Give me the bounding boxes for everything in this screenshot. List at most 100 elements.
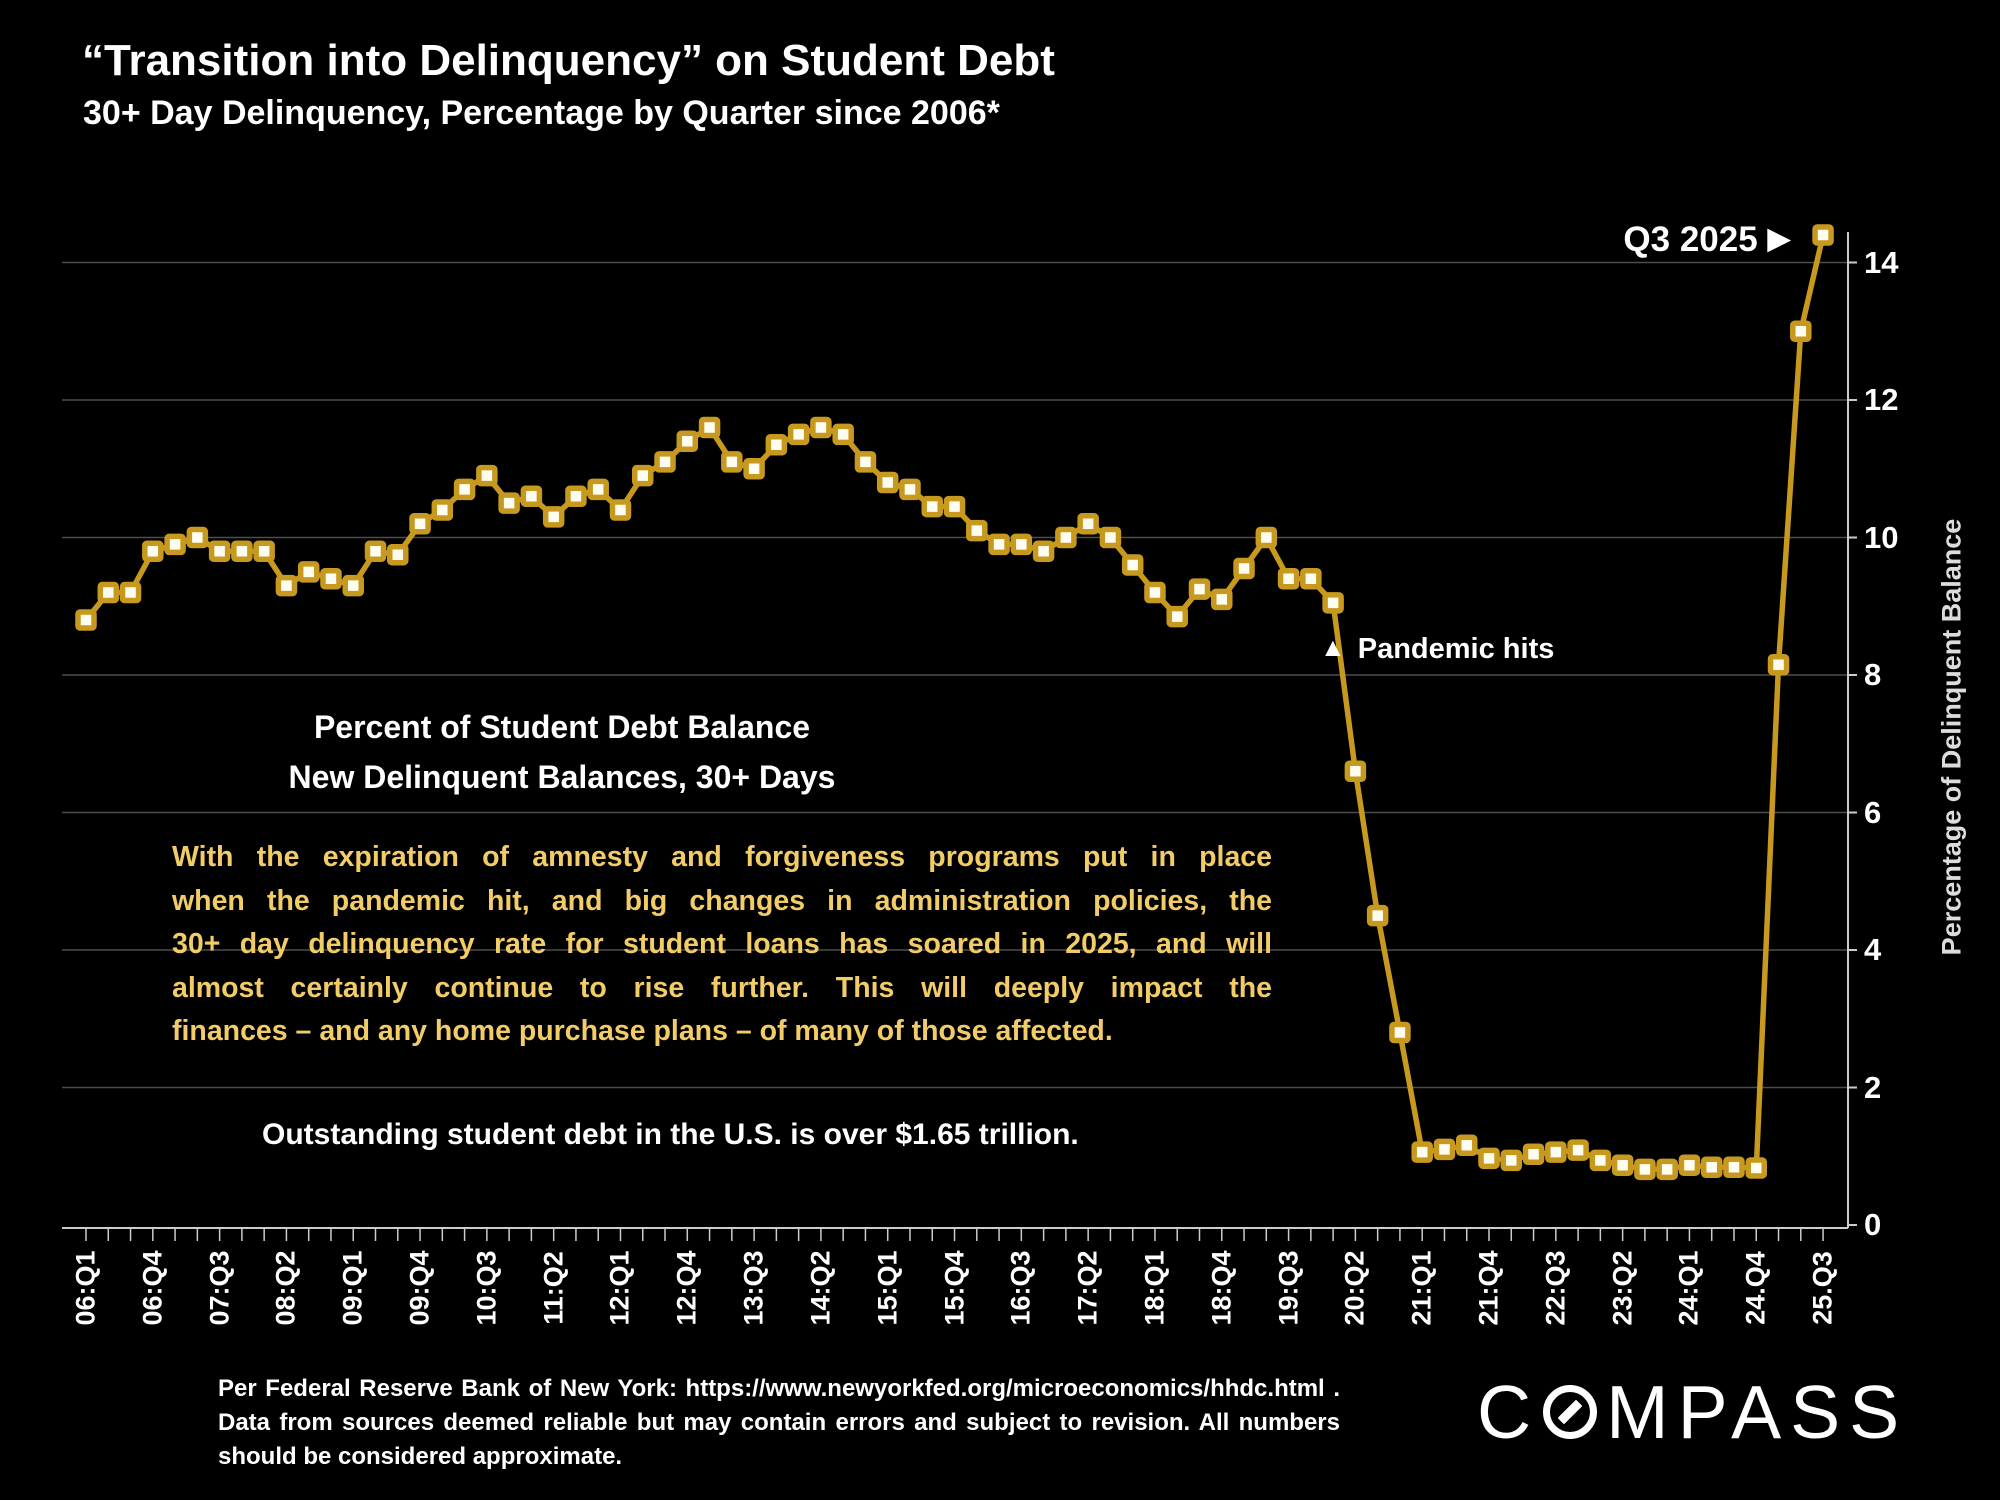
x-tick-label: 24.Q4 — [1740, 1251, 1771, 1325]
data-point-marker — [75, 609, 97, 631]
commentary-line: With the expiration of amnesty and forgi… — [172, 841, 1272, 873]
data-point-marker — [1255, 526, 1278, 549]
data-point-marker — [810, 416, 832, 439]
data-point-marker — [1277, 568, 1300, 590]
data-point-marker — [609, 499, 632, 521]
x-tick-label: 16:Q3 — [1005, 1250, 1036, 1326]
data-point-marker — [208, 540, 231, 562]
data-point-marker — [1455, 1134, 1478, 1156]
data-point-marker — [1700, 1156, 1723, 1178]
x-tick-label: 17:Q2 — [1072, 1250, 1103, 1326]
x-tick-label: 18:Q4 — [1206, 1250, 1237, 1326]
y-tick-label: 6 — [1864, 794, 1882, 830]
data-point-marker — [297, 561, 320, 583]
data-point-marker — [698, 416, 721, 439]
data-point-marker — [1300, 568, 1322, 590]
x-tick-label: 15:Q4 — [939, 1250, 970, 1326]
data-point-marker — [787, 423, 810, 446]
y-tick-label: 8 — [1864, 657, 1882, 692]
x-tick-label: 06:Q4 — [137, 1250, 168, 1326]
debt-total-note: Outstanding student debt in the U.S. is … — [262, 1118, 1079, 1151]
center-callout-line1: Percent of Student Debt Balance — [313, 709, 811, 745]
data-point-marker — [1032, 540, 1055, 562]
data-point-marker — [1344, 760, 1367, 782]
x-tick-label: 12:Q1 — [604, 1250, 635, 1326]
data-point-marker — [832, 423, 854, 446]
data-point-marker — [1790, 320, 1812, 342]
data-point-marker — [320, 568, 342, 590]
x-tick-label: 25.Q3 — [1807, 1251, 1838, 1325]
x-tick-label: 06:Q1 — [70, 1250, 101, 1326]
commentary-line: when the pandemic hit, and big changes i… — [172, 884, 1272, 917]
data-point-marker — [1055, 526, 1077, 549]
data-point-marker — [253, 540, 275, 562]
source-note-line: Data from sources deemed reliable but ma… — [218, 1409, 1340, 1436]
y-tick-label: 14 — [1864, 244, 1899, 280]
data-point-marker — [1389, 1021, 1411, 1044]
x-tick-label: 23:Q2 — [1607, 1250, 1638, 1326]
data-point-marker — [1723, 1156, 1745, 1178]
data-point-marker — [1233, 557, 1255, 580]
x-tick-label: 19:Q3 — [1273, 1250, 1304, 1326]
data-point-marker — [1745, 1157, 1767, 1179]
compass-needle-icon — [1557, 1399, 1583, 1425]
data-point-marker — [520, 485, 543, 507]
source-note: Per Federal Reserve Bank of New York: ht… — [218, 1372, 1340, 1474]
data-point-marker — [966, 519, 988, 542]
data-point-marker — [1322, 592, 1344, 614]
latest-point-label: Q3 2025 — [1623, 220, 1758, 259]
data-point-marker — [1121, 554, 1144, 576]
data-point-marker — [1767, 653, 1790, 676]
compass-o-icon — [1543, 1385, 1598, 1439]
x-tick-label: 07:Q3 — [204, 1250, 235, 1326]
data-point-marker — [1188, 578, 1211, 600]
data-point-marker — [1478, 1147, 1500, 1170]
x-tick-label: 12:Q4 — [671, 1250, 702, 1326]
center-callout-line2: New Delinquent Balances, 30+ Days — [288, 759, 836, 795]
compass-logo: C MPASS — [1477, 1370, 1908, 1454]
data-point-marker — [565, 485, 587, 507]
data-point-marker — [1589, 1149, 1612, 1172]
data-point-marker — [654, 451, 676, 473]
data-point-marker — [1500, 1149, 1523, 1172]
x-tick-label: 22:Q3 — [1540, 1250, 1571, 1326]
data-point-marker — [387, 543, 409, 566]
data-point-marker — [1678, 1154, 1701, 1176]
commentary-paragraph: With the expiration of amnesty and forgi… — [172, 836, 1272, 1054]
x-tick-label: 13:Q3 — [738, 1250, 769, 1326]
source-note-line: should be considered approximate. — [218, 1443, 623, 1470]
data-point-marker — [453, 478, 476, 501]
x-tick-label: 10:Q3 — [471, 1250, 502, 1326]
y-tick-label: 0 — [1864, 1207, 1882, 1242]
y-tick-label: 2 — [1864, 1069, 1882, 1105]
data-point-marker — [988, 533, 1010, 556]
x-tick-label: 09:Q4 — [404, 1250, 435, 1326]
data-point-marker — [1634, 1158, 1656, 1181]
pandemic-callout: ▲ Pandemic hits — [1320, 632, 1554, 666]
page-title: “Transition into Delinquency” on Student… — [82, 36, 1055, 85]
data-point-marker — [1099, 526, 1122, 549]
x-tick-label: 08:Q2 — [270, 1250, 301, 1326]
source-note-line: Per Federal Reserve Bank of New York: ht… — [218, 1375, 1340, 1402]
commentary-line: almost certainly continue to rise furthe… — [172, 971, 1272, 1004]
right-arrow-icon: ▶ — [1767, 223, 1790, 255]
data-point-marker — [1567, 1139, 1589, 1161]
compass-logo-prefix: C — [1477, 1370, 1541, 1454]
data-point-marker — [142, 540, 164, 562]
data-point-marker — [943, 495, 966, 518]
data-point-marker — [765, 433, 788, 456]
data-point-marker — [431, 499, 454, 521]
data-point-marker — [186, 526, 209, 549]
center-callout: Percent of Student Debt Balance New Deli… — [262, 702, 862, 802]
x-tick-label: 15:Q1 — [872, 1250, 903, 1326]
data-point-marker — [1211, 588, 1233, 611]
data-point-marker — [476, 464, 498, 487]
data-point-marker — [1522, 1143, 1545, 1165]
x-tick-label: 24:Q1 — [1673, 1250, 1704, 1326]
x-tick-label: 14:Q2 — [805, 1250, 836, 1326]
data-point-marker — [231, 540, 253, 562]
data-point-marker — [1010, 533, 1033, 556]
x-tick-label: 20:Q2 — [1339, 1250, 1370, 1326]
